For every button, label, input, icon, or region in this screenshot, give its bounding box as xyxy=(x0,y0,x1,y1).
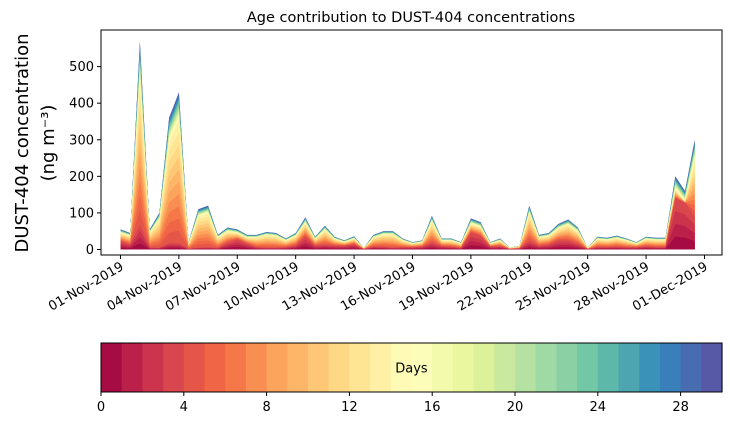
age-band-area xyxy=(120,198,695,250)
colorbar-tick-label: 28 xyxy=(672,400,689,415)
age-band-area xyxy=(120,223,695,250)
colorbar-cell xyxy=(639,343,661,392)
y-tick-label: 500 xyxy=(69,60,94,75)
colorbar-cells xyxy=(101,343,723,392)
colorbar-cell xyxy=(163,343,185,392)
colorbar-cell xyxy=(101,343,123,392)
y-axis-label-line1: DUST-404 concentration xyxy=(12,33,33,252)
colorbar-cell xyxy=(225,343,247,392)
chart-title: Age contribution to DUST-404 concentrati… xyxy=(247,10,575,26)
colorbar-cell xyxy=(183,343,206,392)
colorbar-label: Days xyxy=(395,362,428,377)
age-band-area xyxy=(120,211,695,250)
age-band-area xyxy=(120,236,695,250)
colorbar-cell xyxy=(245,343,268,392)
colorbar-cell xyxy=(515,343,537,392)
colorbar-cell xyxy=(370,343,392,392)
y-axis-label-line2: (ng m⁻³) xyxy=(38,105,59,182)
colorbar-ticks: 0 4 8 12 16 20 24 28 xyxy=(97,392,689,415)
colorbar-cell xyxy=(473,343,495,392)
colorbar-cell xyxy=(452,343,475,392)
colorbar-tick-label: 4 xyxy=(180,400,188,415)
plot-area: 0 100 200 300 400 500 01-Nov-201904-Nov-20190… xyxy=(46,29,723,315)
colorbar-cell xyxy=(659,343,682,392)
y-axis-label: DUST-404 concentration (ng m⁻³) xyxy=(12,33,59,252)
stacked-age-areas xyxy=(120,41,695,250)
x-axis: 01-Nov-201904-Nov-201907-Nov-201910-Nov-… xyxy=(46,255,710,315)
y-tick-label: 0 xyxy=(86,243,94,258)
plot-frame xyxy=(100,29,723,256)
y-tick-label: 300 xyxy=(69,133,94,148)
y-axis: 0 100 200 300 400 500 xyxy=(69,60,101,258)
colorbar-tick-label: 0 xyxy=(97,400,105,415)
colorbar-cell xyxy=(142,343,164,392)
colorbar-tick-label: 8 xyxy=(262,400,270,415)
colorbar-cell xyxy=(597,343,620,392)
colorbar-cell xyxy=(577,343,599,392)
colorbar-cell xyxy=(618,343,640,392)
colorbar-cell xyxy=(432,343,454,392)
colorbar-cell xyxy=(494,343,516,392)
colorbar-tick-label: 24 xyxy=(590,400,607,415)
colorbar-cell xyxy=(680,343,702,392)
colorbar-cell xyxy=(287,343,309,392)
colorbar-frame xyxy=(100,342,723,393)
colorbar-tick-label: 20 xyxy=(507,400,524,415)
colorbar-cell xyxy=(266,343,288,392)
colorbar-cell xyxy=(701,343,723,392)
y-tick-label: 400 xyxy=(69,97,94,112)
colorbar: Days 0 4 8 12 16 20 24 28 xyxy=(97,342,723,415)
colorbar-cell xyxy=(204,343,226,392)
colorbar-cell xyxy=(390,343,413,392)
colorbar-cell xyxy=(308,343,330,392)
colorbar-cell xyxy=(411,343,433,392)
colorbar-cell xyxy=(121,343,143,392)
y-tick-label: 200 xyxy=(69,170,94,185)
y-tick-label: 100 xyxy=(69,206,94,221)
colorbar-tick-label: 12 xyxy=(341,400,358,415)
colorbar-cell xyxy=(328,343,350,392)
colorbar-cell xyxy=(535,343,557,392)
colorbar-cell xyxy=(556,343,578,392)
colorbar-tick-label: 16 xyxy=(424,400,441,415)
colorbar-cell xyxy=(349,343,371,392)
